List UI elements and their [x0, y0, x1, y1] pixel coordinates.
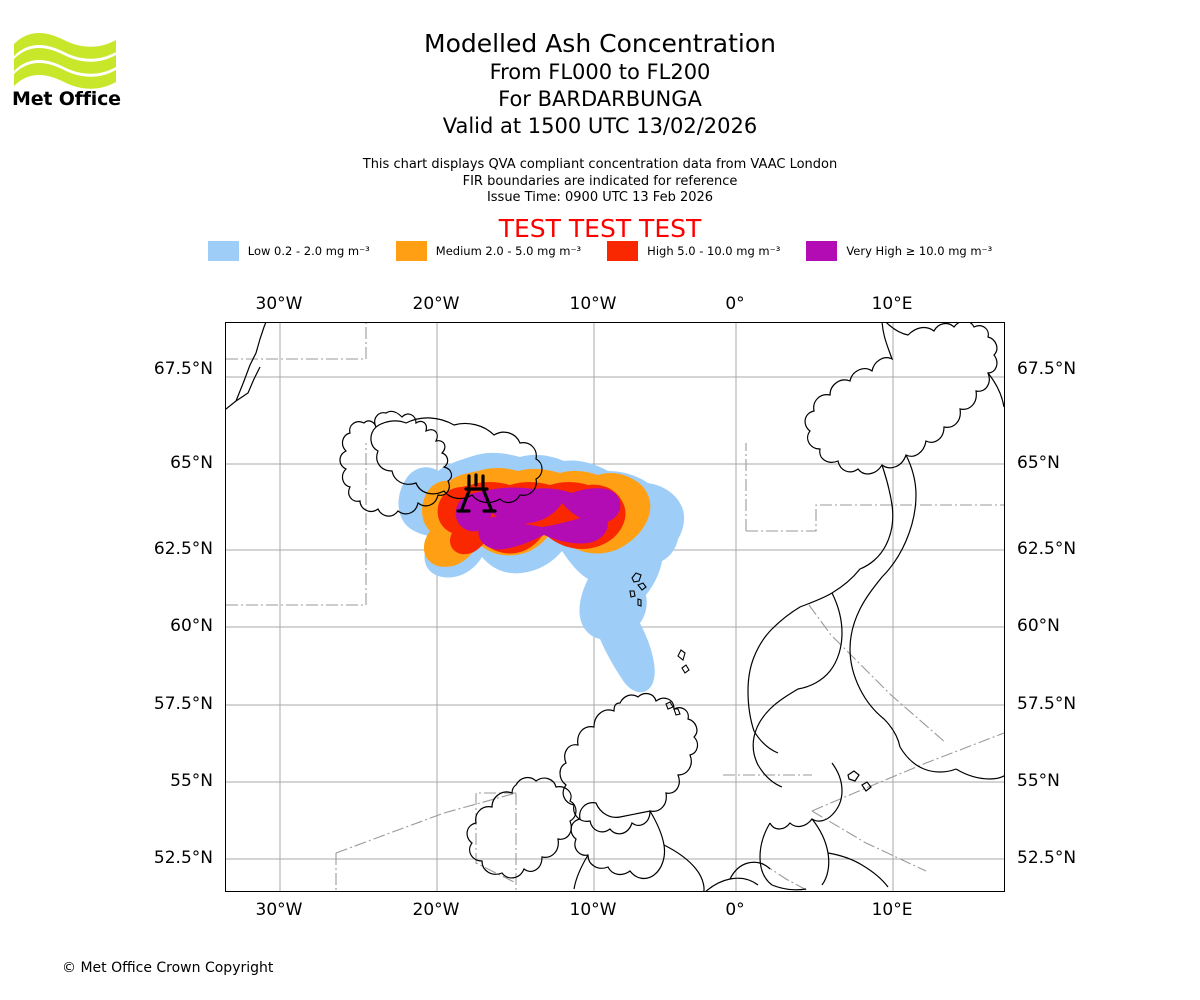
legend-swatch-high	[607, 241, 639, 261]
x-axis-label-bottom-0: 30°W	[255, 900, 303, 920]
y-axis-label-left-2: 62.5°N	[153, 539, 213, 559]
y-axis-label-right-5: 55°N	[1017, 771, 1060, 791]
x-axis-label-top-3: 0°	[725, 294, 745, 314]
note-qva-compliance: This chart displays QVA compliant concen…	[362, 157, 838, 172]
x-axis-label-bottom-2: 10°W	[569, 900, 617, 920]
y-axis-label-right-3: 60°N	[1017, 616, 1060, 636]
coastline-continental-europe	[705, 861, 771, 891]
legend-swatch-very-high	[806, 241, 838, 261]
legend-item-low: Low 0.2 - 2.0 mg m⁻³	[207, 241, 370, 261]
coastline-denmark-germany	[759, 762, 889, 891]
ash-concentration-map: 30°W 20°W 10°W 0° 10°E 30°W 20°W 10°W 0°…	[154, 294, 1076, 920]
legend-item-medium: Medium 2.0 - 5.0 mg m⁻³	[395, 241, 582, 261]
y-axis-label-right-6: 52.5°N	[1017, 848, 1077, 868]
volcano-marker-bardarbunga	[456, 473, 497, 513]
legend-label-medium: Medium 2.0 - 5.0 mg m⁻³	[435, 244, 582, 258]
met-office-logo-text: Met Office	[12, 88, 121, 110]
page-title: Modelled Ash Concentration	[424, 29, 776, 58]
legend-swatch-low	[207, 241, 239, 261]
y-axis-label-right-0: 67.5°N	[1017, 359, 1077, 379]
map-frame	[225, 322, 1005, 892]
x-axis-label-bottom-4: 10°E	[871, 900, 913, 920]
concentration-legend: Low 0.2 - 2.0 mg m⁻³ Medium 2.0 - 5.0 mg…	[0, 241, 1200, 261]
legend-label-low: Low 0.2 - 2.0 mg m⁻³	[247, 244, 370, 258]
y-axis-label-left-0: 67.5°N	[153, 359, 213, 379]
title-volcano-name: For BARDARBUNGA	[498, 87, 702, 111]
coastline-shetland-orkney	[665, 649, 690, 716]
coastline-scandinavia	[747, 323, 1004, 788]
y-axis-label-right-2: 62.5°N	[1017, 539, 1077, 559]
note-issue-time: Issue Time: 0900 UTC 13 Feb 2026	[486, 190, 714, 205]
coastline-greenland	[226, 323, 267, 410]
legend-label-very-high: Very High ≥ 10.0 mg m⁻³	[846, 244, 993, 258]
y-axis-label-right-1: 65°N	[1017, 453, 1060, 473]
chart-notes: This chart displays QVA compliant concen…	[0, 157, 1200, 207]
x-axis-label-top-4: 10°E	[871, 294, 913, 314]
coastline-ireland	[466, 776, 577, 879]
legend-label-high: High 5.0 - 10.0 mg m⁻³	[647, 244, 781, 258]
fir-boundaries	[226, 323, 1004, 891]
x-axis-label-top-2: 10°W	[569, 294, 617, 314]
x-axis-label-top-0: 30°W	[255, 294, 303, 314]
map-graticule	[226, 323, 1004, 891]
note-fir-boundaries: FIR boundaries are indicated for referen…	[462, 173, 738, 189]
legend-item-very-high: Very High ≥ 10.0 mg m⁻³	[806, 241, 992, 261]
y-axis-label-left-3: 60°N	[170, 616, 213, 636]
x-axis-label-top-1: 20°W	[412, 294, 460, 314]
legend-item-high: High 5.0 - 10.0 mg m⁻³	[607, 241, 780, 261]
coastline-faroe-islands	[629, 572, 647, 607]
coastline-iceland	[339, 410, 543, 517]
chart-title-block: Modelled Ash Concentration From FL000 to…	[0, 28, 1200, 140]
coastline-great-britain	[559, 692, 705, 891]
y-axis-label-left-5: 55°N	[170, 771, 213, 791]
title-flight-levels: From FL000 to FL200	[489, 60, 711, 84]
title-valid-time: Valid at 1500 UTC 13/02/2026	[442, 114, 758, 138]
test-banner: TEST TEST TEST	[498, 214, 702, 243]
y-axis-label-left-6: 52.5°N	[153, 848, 213, 868]
y-axis-label-left-4: 57.5°N	[153, 694, 213, 714]
copyright-notice: © Met Office Crown Copyright	[62, 960, 274, 976]
x-axis-label-bottom-3: 0°	[725, 900, 745, 920]
x-axis-label-bottom-1: 20°W	[412, 900, 460, 920]
y-axis-label-left-1: 65°N	[170, 453, 213, 473]
y-axis-label-right-4: 57.5°N	[1017, 694, 1077, 714]
met-office-logo	[12, 26, 122, 116]
legend-swatch-medium	[395, 241, 427, 261]
plume-contour-very-high	[455, 487, 621, 550]
